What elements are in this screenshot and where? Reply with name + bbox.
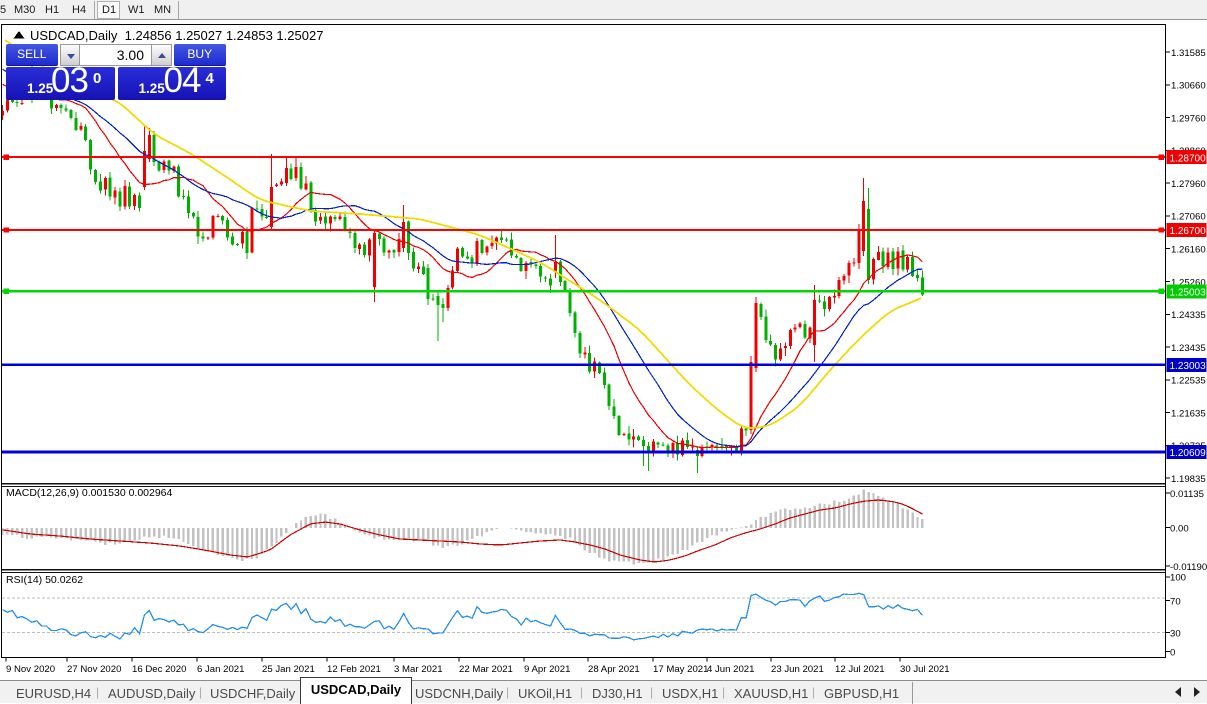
svg-text:30 Jul 2021: 30 Jul 2021	[900, 664, 950, 675]
svg-text:1.23003: 1.23003	[1170, 361, 1207, 372]
svg-text:-0.01190: -0.01190	[1170, 562, 1207, 573]
svg-text:9 Nov 2020: 9 Nov 2020	[6, 664, 55, 675]
svg-text:1.25260: 1.25260	[1171, 277, 1206, 288]
svg-text:1.26160: 1.26160	[1171, 245, 1206, 256]
svg-text:27 Nov 2020: 27 Nov 2020	[67, 664, 121, 675]
svg-text:1.31585: 1.31585	[1171, 48, 1206, 59]
svg-text:22 Mar 2021: 22 Mar 2021	[459, 664, 513, 675]
svg-text:6 Jan 2021: 6 Jan 2021	[197, 664, 244, 675]
svg-text:MACD(12,26,9) 0.001530 0.00296: MACD(12,26,9) 0.001530 0.002964	[6, 487, 173, 499]
svg-text:0.01135: 0.01135	[1170, 489, 1204, 500]
svg-text:70: 70	[1170, 597, 1181, 608]
svg-text:0: 0	[1170, 647, 1175, 658]
svg-text:1.27960: 1.27960	[1171, 179, 1206, 190]
svg-text:23 Jun 2021: 23 Jun 2021	[771, 664, 824, 675]
svg-text:1.26700: 1.26700	[1170, 226, 1207, 237]
svg-text:4 Jun 2021: 4 Jun 2021	[707, 664, 754, 675]
svg-text:1.21635: 1.21635	[1171, 408, 1206, 419]
svg-text:1.24335: 1.24335	[1171, 310, 1206, 321]
svg-text:25 Jan 2021: 25 Jan 2021	[262, 664, 315, 675]
svg-text:12 Feb 2021: 12 Feb 2021	[327, 664, 381, 675]
svg-text:9 Apr 2021: 9 Apr 2021	[524, 664, 570, 675]
svg-text:100: 100	[1170, 573, 1186, 584]
svg-text:0.00: 0.00	[1170, 523, 1189, 534]
svg-text:30: 30	[1170, 628, 1181, 639]
svg-text:1.25003: 1.25003	[1170, 288, 1207, 299]
svg-text:1.30660: 1.30660	[1171, 81, 1206, 92]
svg-text:1.20609: 1.20609	[1170, 448, 1207, 459]
svg-text:1.29760: 1.29760	[1171, 113, 1206, 124]
svg-text:1.28700: 1.28700	[1170, 153, 1207, 164]
svg-text:17 May 2021: 17 May 2021	[653, 664, 708, 675]
svg-text:1.19835: 1.19835	[1171, 474, 1206, 485]
svg-text:3 Mar 2021: 3 Mar 2021	[394, 664, 443, 675]
svg-text:12 Jul 2021: 12 Jul 2021	[835, 664, 885, 675]
svg-text:RSI(14) 50.0262: RSI(14) 50.0262	[6, 574, 83, 586]
svg-text:1.22535: 1.22535	[1171, 376, 1206, 387]
svg-text:USDCAD,Daily 1.24856 1.25027: USDCAD,Daily 1.24856 1.25027 1.24853 1.2…	[30, 28, 323, 43]
svg-text:28 Apr 2021: 28 Apr 2021	[588, 664, 640, 675]
svg-text:1.27060: 1.27060	[1171, 212, 1206, 223]
svg-text:16 Dec 2020: 16 Dec 2020	[132, 664, 186, 675]
svg-text:1.23435: 1.23435	[1171, 343, 1206, 354]
